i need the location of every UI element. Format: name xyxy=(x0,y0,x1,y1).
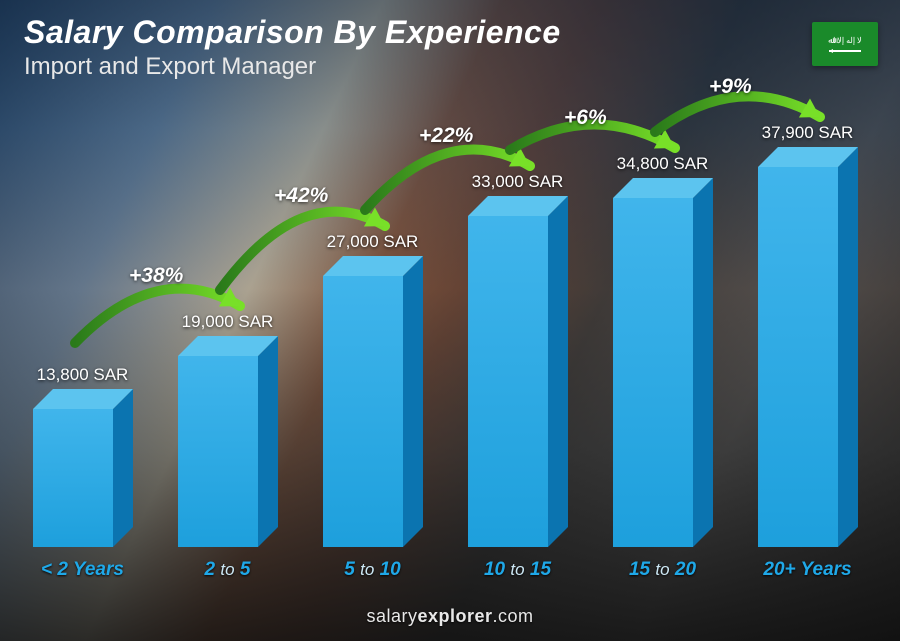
percent-increase-label: +42% xyxy=(274,184,328,208)
bar-side xyxy=(258,336,278,547)
saudi-flag-icon: ﻻ ﺇﻟﻪ ﺇﻻ ﺍﷲ xyxy=(821,31,869,57)
bar-front xyxy=(468,216,548,547)
bar xyxy=(178,336,278,547)
bar-side xyxy=(693,178,713,547)
footer-suffix: .com xyxy=(493,606,534,626)
bar-front xyxy=(33,409,113,547)
increase-arc xyxy=(643,57,844,156)
bar-front xyxy=(613,198,693,547)
infographic-stage: Salary Comparison By Experience Import a… xyxy=(0,0,900,641)
bar-chart: 13,800 SAR< 2 Years19,000 SAR2 to 527,00… xyxy=(0,81,870,581)
x-axis-label: < 2 Years xyxy=(10,559,155,581)
x-axis-label: 10 to 15 xyxy=(445,559,590,581)
bar xyxy=(758,147,858,547)
percent-increase-label: +9% xyxy=(709,75,752,99)
footer-bold: explorer xyxy=(417,606,492,626)
x-axis-label: 5 to 10 xyxy=(300,559,445,581)
bar-side xyxy=(548,196,568,547)
bar-side xyxy=(113,389,133,547)
bar-value-label: 13,800 SAR xyxy=(37,365,129,385)
chart-title: Salary Comparison By Experience xyxy=(24,14,561,51)
footer-attribution: salaryexplorer.com xyxy=(0,606,900,627)
percent-increase-label: +6% xyxy=(564,106,607,130)
bar-front xyxy=(323,276,403,547)
bar xyxy=(468,196,568,547)
x-axis-label: 20+ Years xyxy=(735,559,880,581)
x-axis-label: 2 to 5 xyxy=(155,559,300,581)
footer-prefix: salary xyxy=(366,606,417,626)
x-axis-label: 15 to 20 xyxy=(590,559,735,581)
chart-subtitle: Import and Export Manager xyxy=(24,53,561,81)
bar xyxy=(613,178,713,547)
chart-title-block: Salary Comparison By Experience Import a… xyxy=(24,14,561,81)
bar-front xyxy=(758,167,838,547)
arrow-arc-icon xyxy=(643,57,844,156)
percent-increase-label: +38% xyxy=(129,264,183,288)
percent-increase-label: +22% xyxy=(419,124,473,148)
bar-front xyxy=(178,356,258,547)
svg-text:ﻻ ﺇﻟﻪ ﺇﻻ ﺍﷲ: ﻻ ﺇﻟﻪ ﺇﻻ ﺍﷲ xyxy=(828,36,861,45)
bar-side xyxy=(838,147,858,547)
bar xyxy=(33,389,133,547)
